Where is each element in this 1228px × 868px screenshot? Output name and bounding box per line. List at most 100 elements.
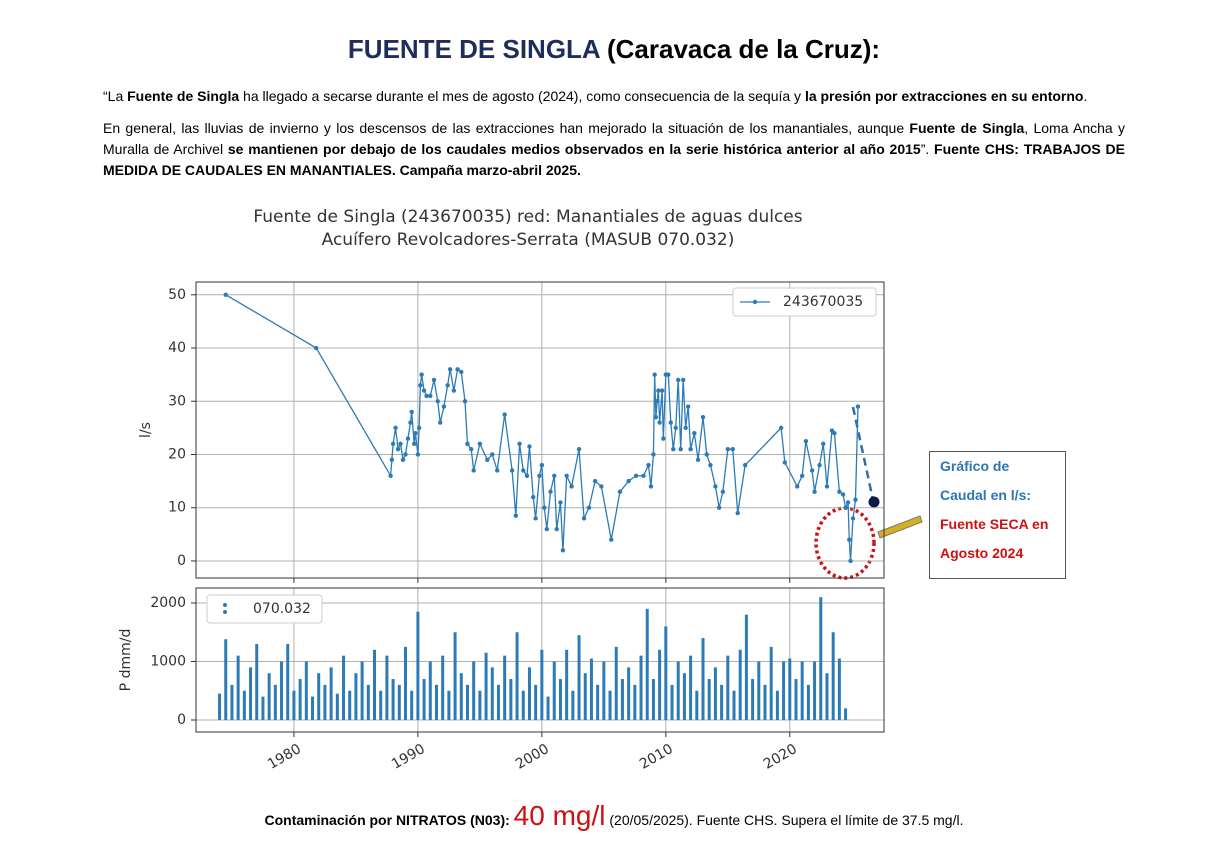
- point: [419, 372, 424, 377]
- point: [509, 468, 515, 473]
- bar: [298, 679, 302, 721]
- y-tick-label: 30: [168, 393, 186, 409]
- x-tick-label: 1980: [265, 741, 304, 773]
- point: [416, 425, 422, 431]
- bar: [583, 673, 587, 721]
- annotation-line: Agosto 2024: [940, 545, 1024, 561]
- point: [445, 383, 450, 388]
- point: [654, 399, 660, 404]
- text-run: En general, las lluvias de invierno y lo…: [103, 120, 910, 136]
- bar: [242, 690, 246, 721]
- point: [855, 404, 861, 409]
- text-run: , Loma Ancha y Muralla de Archivel: [103, 120, 1125, 157]
- point: [403, 452, 408, 457]
- y-tick-label: 40: [168, 340, 186, 356]
- point: [685, 404, 691, 409]
- dry-circle: [814, 506, 876, 580]
- point: [421, 388, 427, 393]
- bar: [775, 690, 779, 721]
- bar: [453, 632, 457, 721]
- bar: [769, 646, 773, 721]
- bar: [230, 684, 234, 721]
- bar: [249, 667, 253, 721]
- point: [626, 478, 631, 484]
- point: [537, 473, 542, 478]
- point: [657, 420, 662, 425]
- y-tick-label: 20: [168, 446, 186, 462]
- bar: [373, 649, 377, 721]
- bar: [335, 693, 339, 721]
- bar: [354, 673, 358, 721]
- point: [692, 430, 697, 436]
- bar: [434, 684, 438, 721]
- point: [405, 436, 411, 441]
- bar: [459, 673, 463, 721]
- bar: [651, 679, 655, 721]
- point: [617, 489, 623, 494]
- point: [581, 516, 587, 521]
- axes-frame: [195, 281, 885, 579]
- y-axis-label: P dmm/d: [118, 629, 134, 692]
- bar: [286, 643, 290, 721]
- point: [400, 457, 406, 463]
- footer-rest: (20/05/2025). Fuente CHS. Supera el lími…: [609, 812, 964, 828]
- point: [742, 462, 748, 468]
- bar: [236, 655, 240, 721]
- bar: [410, 690, 414, 721]
- point: [676, 377, 681, 383]
- point: [544, 526, 550, 532]
- point: [413, 430, 418, 436]
- bar: [645, 608, 649, 721]
- bar: [670, 684, 674, 721]
- bar: [311, 696, 315, 721]
- point: [848, 558, 853, 564]
- point: [533, 516, 538, 521]
- point: [680, 377, 686, 383]
- point: [840, 492, 846, 497]
- point: [778, 425, 784, 431]
- point: [666, 372, 671, 377]
- point: [485, 457, 490, 463]
- bar: [819, 597, 823, 721]
- bar: [218, 693, 222, 721]
- bar: [751, 679, 755, 721]
- legend-swatch: [752, 299, 758, 305]
- point: [812, 489, 817, 494]
- point: [720, 489, 726, 494]
- bar: [602, 661, 606, 721]
- point: [521, 468, 526, 473]
- point: [704, 452, 709, 457]
- bar: [342, 655, 346, 721]
- point: [847, 537, 852, 542]
- point: [809, 468, 815, 473]
- point: [465, 441, 470, 447]
- point: [716, 505, 722, 510]
- bar: [825, 673, 829, 721]
- point: [656, 388, 661, 393]
- title-rest: (Caravaca de la Cruz):: [606, 34, 881, 64]
- point: [661, 436, 666, 441]
- bar: [292, 690, 296, 721]
- point: [633, 473, 639, 478]
- text-run: Fuente de Singla: [127, 88, 240, 104]
- point: [548, 489, 553, 494]
- bar: [416, 611, 420, 721]
- point: [428, 393, 433, 399]
- point: [688, 446, 693, 452]
- point: [569, 484, 574, 489]
- text-run: .: [1083, 88, 1088, 104]
- y-tick-label: 0: [177, 553, 186, 569]
- point: [845, 500, 851, 505]
- bar: [695, 690, 699, 721]
- point: [673, 425, 678, 431]
- point: [431, 377, 437, 383]
- point: [502, 412, 507, 417]
- bar: [255, 643, 259, 721]
- text-run: la presión por extracciones en su entorn…: [804, 88, 1084, 104]
- bar: [484, 652, 488, 721]
- bar: [577, 635, 581, 721]
- point: [599, 484, 604, 489]
- y-tick-label: 50: [168, 287, 186, 303]
- bar: [589, 658, 593, 721]
